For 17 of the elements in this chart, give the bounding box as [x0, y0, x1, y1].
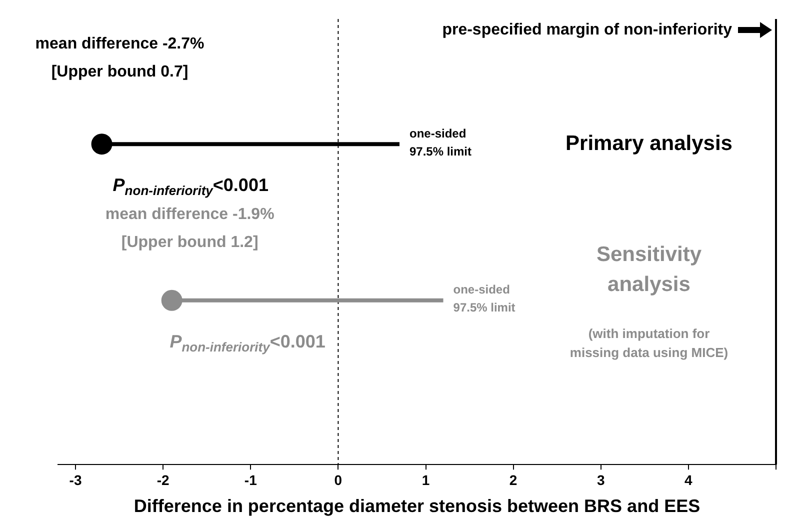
x-tick-label: -2 [156, 472, 170, 488]
annotation: one-sided 97.5% limit [409, 126, 472, 158]
text: Sensitivity analysis [596, 243, 702, 296]
text: Primary analysis [566, 132, 732, 155]
x-tick-label: 3 [596, 472, 605, 488]
annotation: mean difference -1.9% [Upper bound 1.2] [105, 206, 274, 251]
x-tick-label: -3 [69, 472, 82, 488]
x-tick-label: 1 [422, 472, 430, 488]
x-axis-title: Difference in percentage diameter stenosis between BRS and EES [134, 496, 700, 516]
x-tick-label: -1 [244, 472, 258, 488]
annotation: one-sided 97.5% limit [453, 282, 516, 315]
annotation: (with imputation for missing data using MICE) [570, 326, 728, 360]
annotation: mean difference -2.7% [Upper bound 0.7] [35, 35, 204, 80]
x-tick-label: 4 [684, 472, 693, 488]
x-tick-label: 2 [509, 472, 518, 488]
x-tick-label: 0 [334, 472, 342, 488]
ref-line-label: pre-specified margin of non-inferiority [442, 21, 732, 38]
